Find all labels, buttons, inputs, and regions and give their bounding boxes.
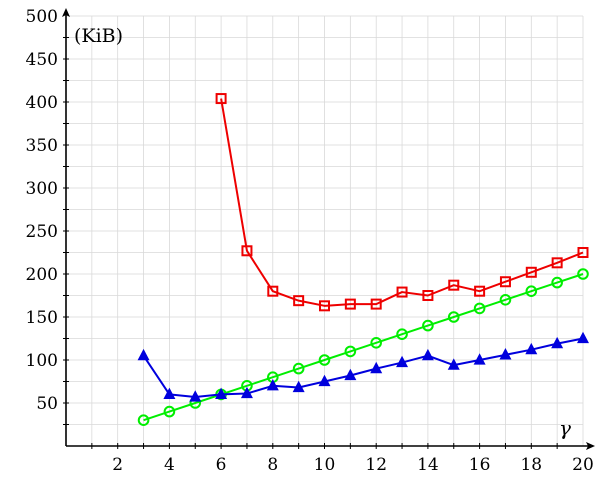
data-point (293, 295, 305, 307)
data-point (499, 276, 511, 288)
data-point (163, 405, 176, 418)
data-point (422, 319, 434, 332)
data-point (577, 268, 589, 280)
data-point (267, 285, 279, 297)
x-tick-label: 12 (365, 455, 387, 475)
data-point (292, 380, 305, 393)
data-point (215, 387, 228, 399)
y-axis-arrow (62, 8, 70, 17)
data-point (266, 379, 279, 391)
series-line (143, 273, 584, 422)
series-1 (215, 93, 589, 312)
data-point (396, 286, 408, 298)
data-point (240, 386, 253, 399)
data-point (189, 390, 202, 402)
data-point (421, 348, 434, 361)
x-tick-label: 8 (267, 455, 278, 475)
series-layer (137, 93, 589, 427)
x-tick-label: 16 (469, 455, 491, 475)
data-point (370, 361, 383, 374)
y-tick-label: 500 (26, 7, 58, 27)
data-point (215, 93, 227, 105)
x-tick-label: 6 (216, 455, 227, 475)
data-point (551, 336, 564, 349)
data-point (447, 311, 460, 323)
y-tick-label: 200 (26, 265, 58, 285)
series-line (142, 337, 584, 398)
x-tick-label: 4 (164, 455, 175, 475)
data-point (318, 374, 331, 387)
y-tick-label: 150 (26, 308, 58, 328)
data-point (499, 348, 512, 360)
data-point (525, 285, 538, 298)
y-tick-label: 300 (26, 179, 58, 199)
data-point (241, 245, 253, 257)
data-point (474, 285, 486, 297)
data-point (292, 362, 305, 375)
data-point (344, 345, 357, 358)
y-tick-label: 350 (26, 136, 58, 156)
data-point (422, 290, 434, 301)
x-tick-label: 2 (112, 455, 123, 475)
data-point (473, 302, 486, 315)
y-tick-label: 250 (26, 222, 58, 242)
data-point (344, 298, 356, 310)
data-point (370, 337, 383, 349)
x-axis-label: γ (559, 416, 571, 440)
data-point (344, 368, 357, 381)
y-tick-label: 50 (36, 394, 58, 414)
x-tick-label: 20 (572, 455, 594, 475)
data-point (551, 257, 563, 269)
series-3 (137, 331, 589, 402)
x-tick-label: 14 (417, 455, 439, 475)
axes (62, 8, 595, 450)
grid (66, 15, 584, 446)
data-point (447, 358, 460, 370)
data-point (499, 294, 512, 306)
data-point (473, 353, 486, 365)
series-line (220, 98, 584, 307)
data-point (525, 342, 538, 355)
data-point (319, 300, 330, 312)
data-point (448, 279, 460, 291)
y-axis-label: (KiB) (74, 25, 123, 47)
y-tick-label: 400 (26, 93, 58, 113)
data-point (551, 276, 563, 289)
y-tick-label: 100 (26, 351, 58, 371)
data-point (137, 414, 150, 427)
data-point (163, 387, 176, 399)
y-tick-label: 450 (26, 50, 58, 70)
x-tick-label: 18 (520, 455, 542, 475)
ticks: 2 4 6 8 10 12 14 16 18 20 50 100 150 200 250 300 350 400 4… (26, 7, 594, 475)
x-axis-arrow (586, 442, 595, 450)
x-tick-label: 10 (314, 455, 336, 475)
data-point (577, 331, 589, 344)
data-point (525, 266, 537, 278)
data-point (396, 328, 408, 341)
series-2 (137, 268, 589, 427)
data-point (318, 354, 331, 366)
data-point (396, 355, 409, 368)
data-point (577, 247, 589, 258)
data-point (137, 348, 150, 361)
data-point (370, 298, 382, 310)
